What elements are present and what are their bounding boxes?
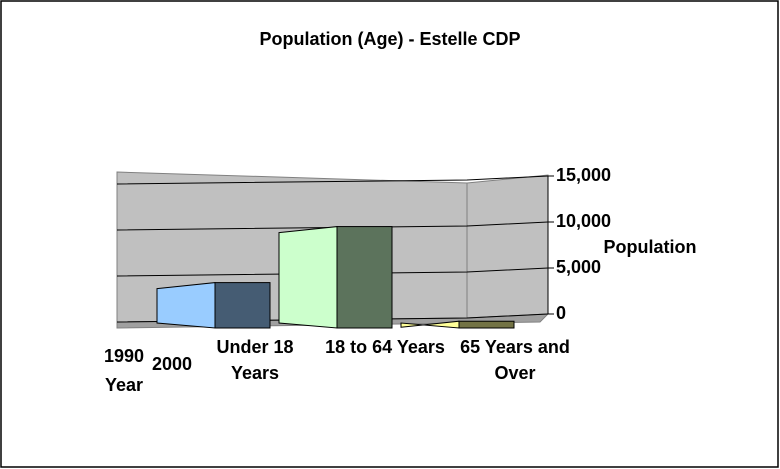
side-wall: [466, 174, 549, 319]
x-tick-label: 18 to 64 Years: [325, 337, 445, 357]
bar: [336, 226, 393, 329]
x-tick-label: 65 Years and Over: [460, 337, 570, 383]
x-tick-label: Under 18 Years: [216, 337, 294, 383]
bar-face: [278, 226, 338, 329]
y-axis-title: Population: [604, 237, 697, 257]
chart-title: Population (Age) - Estelle CDP: [259, 29, 520, 49]
y-tick-label: 0: [556, 303, 566, 323]
grid-line: [116, 175, 549, 185]
grid-line: [116, 267, 549, 277]
depth-axis-title: Year: [105, 375, 143, 395]
grid-line: [116, 221, 549, 231]
depth-label: 2000: [152, 354, 192, 374]
bar: [214, 282, 271, 329]
y-tick-label: 15,000: [556, 165, 611, 185]
bar: [458, 320, 515, 329]
depth-label: 1990: [104, 346, 144, 366]
y-tick-label: 5,000: [556, 257, 601, 277]
bar-face: [156, 282, 216, 329]
y-tick-label: 10,000: [556, 211, 611, 231]
